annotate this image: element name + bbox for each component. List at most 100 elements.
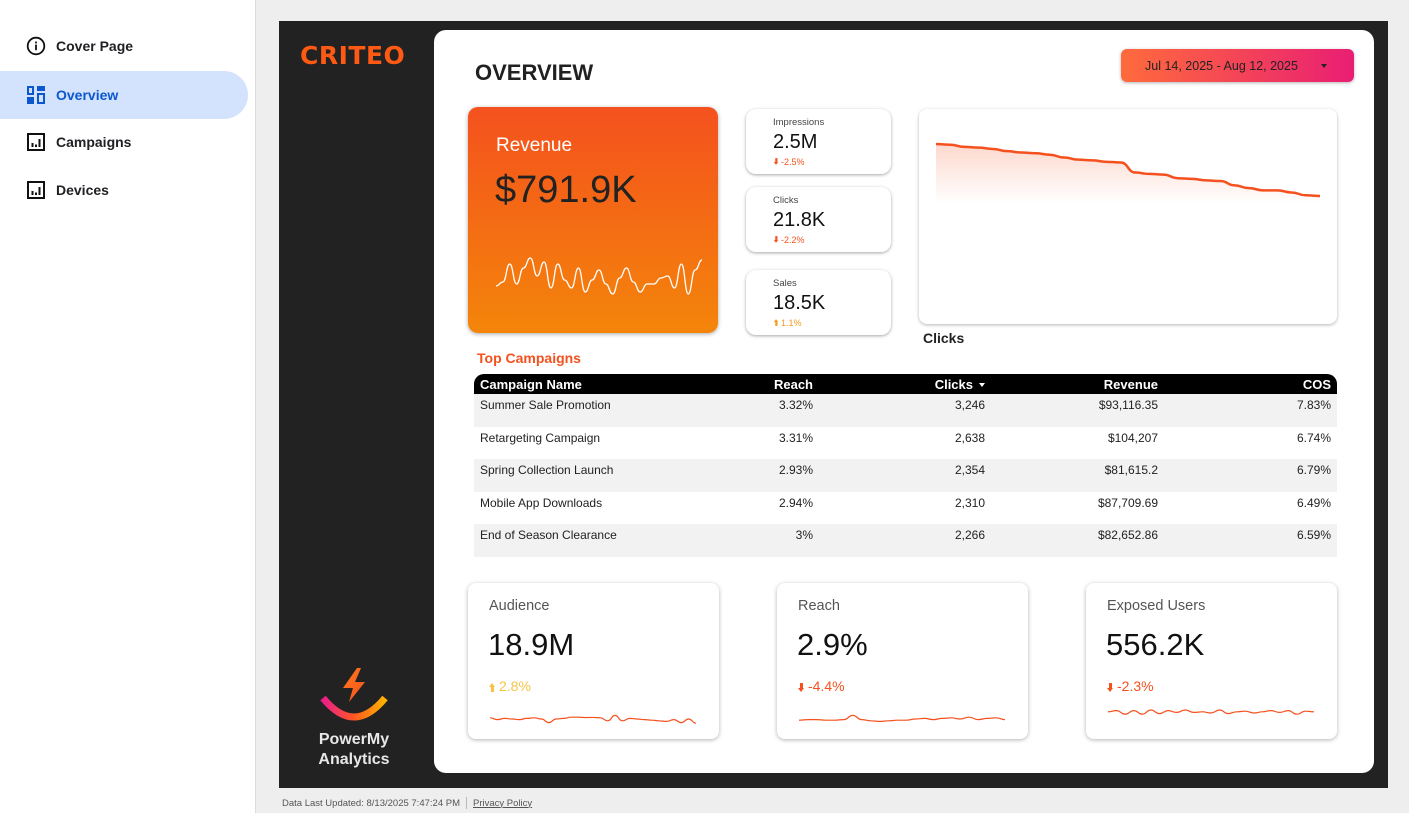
- cell-reach: 3.31%: [778, 430, 813, 445]
- clicks-area-chart: [935, 142, 1321, 204]
- clicks-area-fill: [936, 144, 1320, 204]
- kpi-sparkline-line: [1107, 709, 1315, 715]
- reach-sparkline: [798, 714, 1006, 723]
- column-header-revenue[interactable]: Revenue: [991, 374, 1164, 394]
- chevron-down-icon: [1321, 64, 1327, 68]
- arrow-down-icon: [773, 236, 779, 243]
- clicks-chart-title: Clicks: [923, 330, 965, 346]
- powermyanalytics-line1: PowerMy: [318, 731, 390, 748]
- nav-item-cover-page[interactable]: Cover Page: [0, 22, 248, 70]
- powermyanalytics-line2: Analytics: [318, 751, 390, 768]
- column-header-clicks-label: Clicks: [934, 376, 973, 392]
- column-header-reach[interactable]: Reach: [684, 374, 819, 394]
- cell-reach: 3%: [684, 524, 819, 557]
- date-range-label: Jul 14, 2025 - Aug 12, 2025: [1145, 58, 1298, 73]
- cell-clicks: 2,638: [954, 430, 985, 445]
- kpi-sparkline-line: [489, 714, 697, 724]
- arrow-down-icon: [1107, 683, 1113, 692]
- impressions-change-value: -2.5%: [781, 157, 805, 167]
- revenue-scorecard: Revenue $791.9K: [468, 107, 718, 333]
- arrow-up-icon: [489, 683, 495, 692]
- table-row: Retargeting Campaign 3.31% 2,638 $104,20…: [474, 427, 1337, 460]
- cell-revenue: $82,652.86: [991, 524, 1164, 557]
- report-canvas: CRITEO PowerMy Analytics OVERVIEW Jul 14…: [279, 21, 1388, 788]
- exposed-users-scorecard: Exposed Users 556.2K -2.3%: [1086, 583, 1337, 739]
- revenue-label: Revenue: [496, 135, 573, 156]
- audience-label: Audience: [489, 598, 550, 614]
- cell-clicks: 3,246: [819, 394, 991, 427]
- data-last-updated: Data Last Updated: 8/13/2025 7:47:24 PM: [282, 797, 460, 809]
- cell-cos: 6.79%: [1164, 459, 1337, 492]
- cell-revenue: $93,116.35: [991, 394, 1164, 427]
- arrow-up-icon: [773, 319, 779, 326]
- left-nav: Cover Page Overview Campaigns Devices: [0, 0, 256, 813]
- cell-reach: 3.32%: [684, 394, 819, 427]
- page-title: OVERVIEW: [475, 60, 594, 85]
- reach-value: 2.9%: [797, 627, 868, 662]
- info-icon: [26, 36, 46, 56]
- impressions-scorecard: Impressions 2.5M -2.5%: [746, 109, 891, 174]
- nav-item-label: Cover Page: [56, 38, 134, 54]
- bar-chart-icon: [26, 132, 46, 152]
- sales-scorecard: Sales 18.5K 1.1%: [746, 270, 891, 335]
- cell-cos: 6.74%: [1296, 430, 1331, 445]
- column-header-campaign-name[interactable]: Campaign Name: [474, 374, 684, 394]
- reach-change: -4.4%: [798, 678, 845, 694]
- dashboard-icon: [26, 85, 46, 105]
- cell-revenue: $104,207: [1107, 430, 1158, 445]
- audience-sparkline: [489, 714, 697, 724]
- clicks-scorecard: Clicks 21.8K -2.2%: [746, 187, 891, 252]
- sort-desc-icon: [979, 383, 985, 388]
- table-header-row: Campaign Name Reach Clicks Revenue COS: [474, 374, 1337, 394]
- column-header-cos[interactable]: COS: [1164, 374, 1337, 394]
- arrow-down-icon: [798, 683, 804, 692]
- cell-clicks: 2,310: [954, 495, 985, 510]
- revenue-sparkline-line: [495, 257, 703, 295]
- nav-item-overview[interactable]: Overview: [0, 71, 248, 119]
- nav-item-devices[interactable]: Devices: [0, 166, 248, 214]
- clicks-label: Clicks: [773, 195, 799, 206]
- top-campaigns-title: Top Campaigns: [477, 350, 581, 366]
- footer: Data Last Updated: 8/13/2025 7:47:24 PM …: [282, 797, 532, 809]
- exposed-users-label: Exposed Users: [1107, 598, 1206, 614]
- nav-item-label: Overview: [56, 87, 119, 103]
- audience-value: 18.9M: [488, 627, 575, 662]
- top-campaigns-table: Campaign Name Reach Clicks Revenue COS S…: [474, 374, 1337, 557]
- reach-label: Reach: [798, 598, 840, 614]
- privacy-policy-link[interactable]: Privacy Policy: [473, 797, 533, 809]
- bar-chart-icon: [26, 180, 46, 200]
- powermyanalytics-icon: [320, 668, 388, 721]
- table-row: Spring Collection Launch 2.93% 2,354 $81…: [474, 459, 1337, 492]
- cell-campaign-name: Mobile App Downloads: [480, 495, 603, 510]
- reach-scorecard: Reach 2.9% -4.4%: [777, 583, 1028, 739]
- exposed-users-change: -2.3%: [1107, 678, 1154, 694]
- table-row: Mobile App Downloads 2.94% 2,310 $87,709…: [474, 492, 1337, 525]
- audience-change: 2.8%: [489, 678, 531, 694]
- cell-revenue: $87,709.69: [1097, 495, 1158, 510]
- powermyanalytics-logo: PowerMy Analytics: [309, 666, 399, 769]
- date-range-picker[interactable]: Jul 14, 2025 - Aug 12, 2025: [1121, 49, 1354, 82]
- exposed-users-change-value: -2.3%: [1117, 678, 1154, 694]
- impressions-label: Impressions: [773, 117, 825, 128]
- sales-value: 18.5K: [773, 292, 826, 314]
- cell-campaign-name: Summer Sale Promotion: [474, 394, 684, 427]
- cell-cos: 7.83%: [1164, 394, 1337, 427]
- column-header-clicks[interactable]: Clicks: [819, 374, 991, 394]
- cell-clicks: 2,354: [819, 459, 991, 492]
- cell-reach: 2.93%: [684, 459, 819, 492]
- nav-item-campaigns[interactable]: Campaigns: [0, 118, 248, 166]
- cell-reach: 2.94%: [778, 495, 813, 510]
- exposed-users-value: 556.2K: [1106, 627, 1205, 662]
- cell-clicks: 2,266: [819, 524, 991, 557]
- arrow-down-icon: [773, 158, 779, 165]
- cell-campaign-name: End of Season Clearance: [474, 524, 684, 557]
- report-panel: OVERVIEW Jul 14, 2025 - Aug 12, 2025 Rev…: [434, 30, 1374, 773]
- clicks-value: 21.8K: [773, 209, 826, 231]
- sales-change: 1.1%: [773, 318, 802, 328]
- revenue-value: $791.9K: [495, 169, 637, 211]
- clicks-change-value: -2.2%: [781, 235, 805, 245]
- nav-item-label: Campaigns: [56, 134, 132, 150]
- criteo-logo: CRITEO: [300, 41, 406, 70]
- nav-item-label: Devices: [56, 182, 109, 198]
- impressions-value: 2.5M: [773, 131, 818, 153]
